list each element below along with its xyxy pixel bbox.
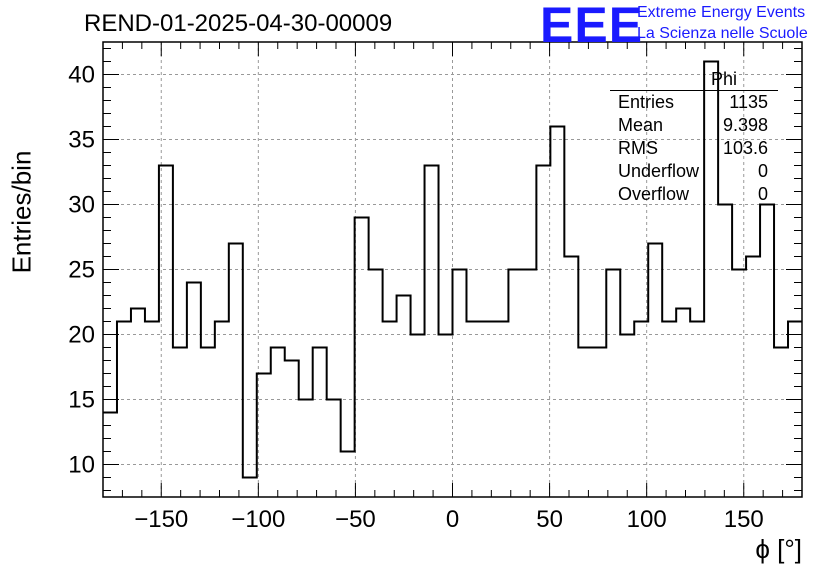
stats-row: RMS 103.6: [610, 137, 778, 160]
x-tick-label: −100: [231, 506, 285, 533]
x-axis-label: ϕ [°]: [755, 534, 802, 564]
stats-row: Mean 9.398: [610, 114, 778, 137]
y-axis-label-wrap: Entries/bin: [2, 112, 42, 312]
y-tick-label: 10: [68, 452, 95, 479]
stats-label: Mean: [618, 115, 664, 135]
stats-label: Entries: [618, 92, 675, 112]
x-tick-label: 0: [446, 506, 459, 533]
logo-line-1: Extreme Energy Events: [637, 4, 806, 21]
stats-label: Underflow: [618, 161, 700, 181]
x-tick-label: 100: [627, 506, 667, 533]
chart-title: REND-01-2025-04-30-00009: [84, 10, 393, 37]
stats-value: 103.6: [722, 138, 768, 158]
stats-label: RMS: [618, 138, 658, 158]
y-tick-label: 30: [68, 192, 95, 219]
y-tick-label: 20: [68, 322, 95, 349]
stats-value: 1135: [729, 92, 768, 112]
y-tick-label: 25: [68, 257, 95, 284]
histogram-series: [103, 60, 802, 479]
stats-row: Entries 1135: [610, 91, 778, 114]
stats-value: 0: [757, 161, 768, 181]
stats-label: Overflow: [618, 184, 690, 204]
logo-line-2: La Scienza nelle Scuole: [637, 25, 808, 42]
stats-value: 0: [757, 184, 768, 204]
x-tick-label: 50: [536, 506, 563, 533]
stats-name: Phi: [610, 68, 778, 91]
x-tick-label: −150: [134, 506, 188, 533]
stats-value: 9.398: [722, 115, 768, 135]
eee-logo: EEE: [540, 0, 644, 53]
x-tick-label: −50: [335, 506, 376, 533]
x-tick-label: 150: [724, 506, 764, 533]
y-tick-label: 40: [68, 62, 95, 89]
stats-row: Underflow 0: [610, 160, 778, 183]
stats-box: Phi Entries 1135 Mean 9.398 RMS 103.6 Under…: [610, 68, 778, 206]
plot-frame: [102, 41, 803, 498]
y-tick-label: 35: [68, 127, 95, 154]
y-tick-label: 15: [68, 387, 95, 414]
stats-row: Overflow 0: [610, 183, 778, 206]
y-axis-label: Entries/bin: [6, 150, 37, 274]
